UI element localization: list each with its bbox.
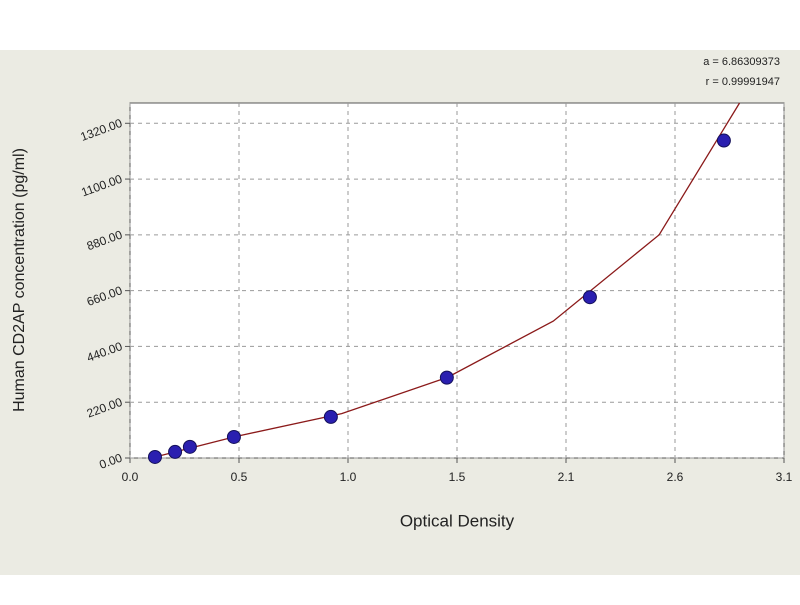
annotation: a = 6.86309373 xyxy=(703,56,780,68)
x-tick-label: 2.6 xyxy=(667,470,684,484)
annotation: r = 0.99991947 xyxy=(706,76,780,88)
data-point xyxy=(226,429,241,444)
data-point xyxy=(716,133,731,148)
data-point xyxy=(439,370,454,385)
data-point xyxy=(182,439,197,454)
data-point xyxy=(168,444,183,459)
y-axis-label: Human CD2AP concentration (pg/ml) xyxy=(11,148,28,412)
x-tick-label: 0.5 xyxy=(231,470,248,484)
x-tick-label: 0.0 xyxy=(122,470,139,484)
x-tick-label: 3.1 xyxy=(776,470,793,484)
x-axis-label: Optical Density xyxy=(400,511,515,530)
data-point xyxy=(147,449,162,464)
data-point xyxy=(582,290,597,305)
x-tick-label: 1.0 xyxy=(340,470,357,484)
data-point xyxy=(323,409,338,424)
x-tick-label: 2.1 xyxy=(558,470,575,484)
x-tick-label: 1.5 xyxy=(449,470,466,484)
